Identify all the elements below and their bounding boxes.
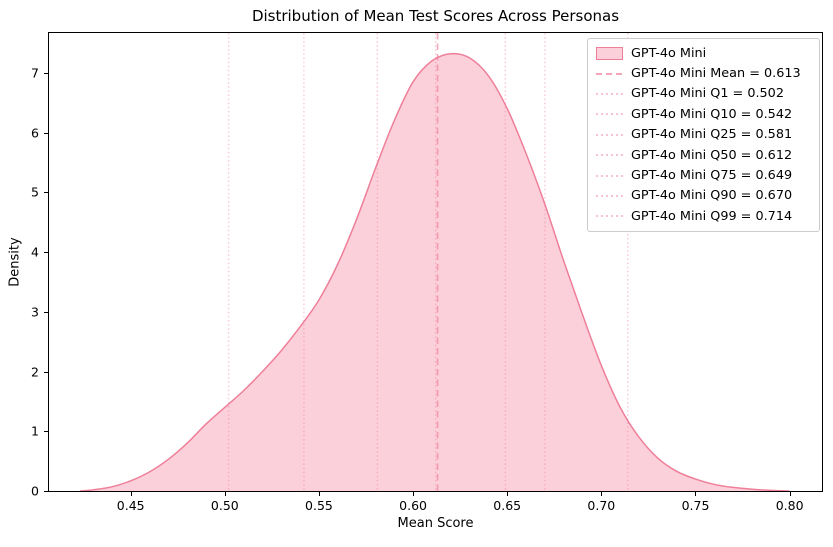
legend-label: GPT-4o Mini Q1 = 0.502 (631, 86, 784, 102)
legend-label: GPT-4o Mini Q50 = 0.612 (631, 147, 793, 163)
y-axis-ticks: 0 1 2 3 4 5 6 7 (0, 32, 48, 499)
y-tick-mark (44, 132, 48, 134)
y-tick-label: 1 (31, 423, 39, 439)
legend-label: GPT-4o Mini Q25 = 0.581 (631, 127, 793, 143)
legend-item: GPT-4o Mini Mean = 0.613 (596, 63, 811, 83)
x-tick-label: 0.65 (493, 498, 522, 513)
x-tick-mark (413, 492, 415, 496)
legend-item: GPT-4o Mini (596, 43, 811, 63)
x-tick-mark (695, 492, 697, 496)
legend-swatch-dotted-line (596, 133, 623, 136)
x-tick-mark (507, 492, 509, 496)
legend-swatch-dotted-line (596, 92, 623, 95)
y-tick-mark (44, 371, 48, 373)
y-tick-label: 6 (31, 125, 39, 141)
x-tick-label: 0.75 (681, 498, 710, 513)
legend-swatch-dotted-line (596, 215, 623, 218)
y-tick-label: 0 (31, 483, 39, 499)
x-axis-ticks: 0.45 0.50 0.55 0.60 0.65 0.70 0.75 0.80 (48, 492, 823, 522)
kde-curve (79, 52, 790, 491)
legend-swatch-dotted-line (596, 154, 623, 157)
legend-label: GPT-4o Mini Q75 = 0.649 (631, 168, 793, 184)
y-tick-label: 7 (31, 65, 39, 81)
y-tick-mark (44, 311, 48, 313)
x-axis-label: Mean Score (397, 516, 474, 531)
legend-swatch-dotted-line (596, 174, 623, 177)
x-tick-mark (789, 492, 791, 496)
legend-label: GPT-4o Mini Mean = 0.613 (631, 66, 801, 82)
legend-label: GPT-4o Mini Q90 = 0.670 (631, 188, 793, 204)
legend-item: GPT-4o Mini Q90 = 0.670 (596, 186, 811, 206)
y-tick-mark (44, 491, 48, 492)
y-tick-mark (44, 72, 48, 74)
x-tick-label: 0.55 (305, 498, 333, 513)
x-tick-mark (318, 492, 320, 496)
x-tick-label: 0.70 (587, 498, 616, 513)
kde-fill (79, 53, 790, 491)
legend-label: GPT-4o Mini (631, 45, 707, 61)
x-tick-mark (130, 492, 132, 496)
x-tick-label: 0.50 (210, 498, 239, 513)
y-tick-label: 3 (31, 304, 39, 320)
x-tick-label: 0.80 (775, 498, 804, 513)
legend-swatch-dotted-line (596, 113, 623, 116)
legend-swatch-dashed-line (596, 72, 623, 75)
y-tick-mark (44, 192, 48, 194)
legend-item: GPT-4o Mini Q50 = 0.612 (596, 145, 811, 165)
kde-plot-svg (79, 33, 790, 491)
x-tick-mark (601, 492, 603, 496)
y-tick-label: 5 (31, 184, 39, 200)
legend-item: GPT-4o Mini Q10 = 0.542 (596, 104, 811, 124)
legend-swatch-dotted-line (596, 194, 623, 197)
x-tick-label: 0.45 (116, 498, 145, 513)
y-tick-label: 2 (31, 364, 39, 380)
y-axis-label: Density (7, 237, 23, 287)
legend-label: GPT-4o Mini Q99 = 0.714 (631, 208, 793, 224)
y-tick-mark (44, 252, 48, 254)
chart-title: Distribution of Mean Test Scores Across … (251, 7, 620, 25)
legend-label: GPT-4o Mini Q10 = 0.542 (631, 106, 793, 122)
x-tick-label: 0.60 (399, 498, 428, 513)
legend-item: GPT-4o Mini Q25 = 0.581 (596, 125, 811, 145)
x-tick-mark (224, 492, 226, 496)
legend-box: GPT-4o Mini GPT-4o Mini Mean = 0.613 GPT-4… (587, 38, 820, 232)
legend-swatch-patch (596, 46, 623, 60)
legend-item: GPT-4o Mini Q1 = 0.502 (596, 84, 811, 104)
legend-item: GPT-4o Mini Q75 = 0.649 (596, 165, 811, 185)
y-tick-label: 4 (31, 244, 39, 260)
legend-item: GPT-4o Mini Q99 = 0.714 (596, 206, 811, 226)
y-tick-mark (44, 431, 48, 433)
